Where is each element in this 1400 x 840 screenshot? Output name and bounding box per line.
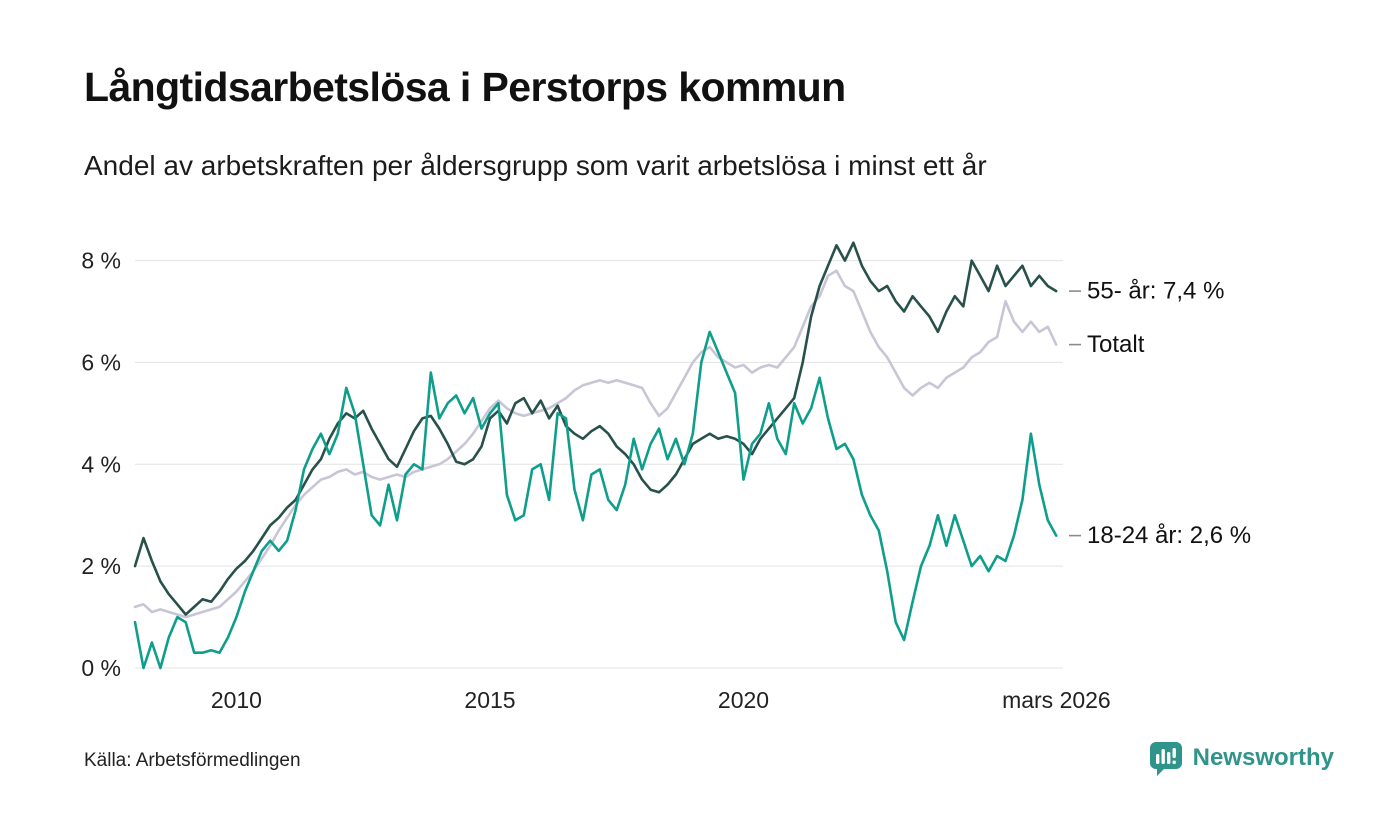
newsworthy-brand: Newsworthy bbox=[1148, 740, 1334, 776]
x-tick-label: 2015 bbox=[464, 687, 515, 713]
y-tick-label: 2 % bbox=[81, 553, 121, 579]
series-line-totalt bbox=[133, 269, 1058, 619]
chart-canvas: 0 % 2 % 4 % 6 % 8 % 2010 2015 2020 mars 2026 55- … bbox=[81, 241, 1251, 713]
y-tick-label: 0 % bbox=[81, 655, 121, 681]
y-tick-label: 6 % bbox=[81, 349, 121, 375]
series-line-55 bbox=[133, 241, 1058, 616]
y-tick-label: 8 % bbox=[81, 248, 121, 274]
y-tick-label: 4 % bbox=[81, 451, 121, 477]
end-label-18-24: 18-24 år: 2,6 % bbox=[1087, 522, 1251, 549]
source-note: Källa: Arbetsförmedlingen bbox=[84, 750, 301, 771]
newsworthy-logo-icon bbox=[1149, 742, 1182, 776]
page-subtitle: Andel av arbetskraften per åldersgrupp s… bbox=[84, 150, 987, 181]
newsworthy-wordmark: Newsworthy bbox=[1192, 744, 1334, 771]
end-label-totalt: Totalt bbox=[1087, 331, 1145, 358]
x-tick-label: mars 2026 bbox=[1002, 687, 1111, 713]
end-label-55: 55- år: 7,4 % bbox=[1087, 278, 1224, 305]
series-line-18-24 bbox=[133, 330, 1058, 670]
x-tick-label: 2020 bbox=[718, 687, 769, 713]
x-tick-label: 2010 bbox=[211, 687, 262, 713]
page-title: Långtidsarbetslösa i Perstorps kommun bbox=[84, 64, 846, 110]
